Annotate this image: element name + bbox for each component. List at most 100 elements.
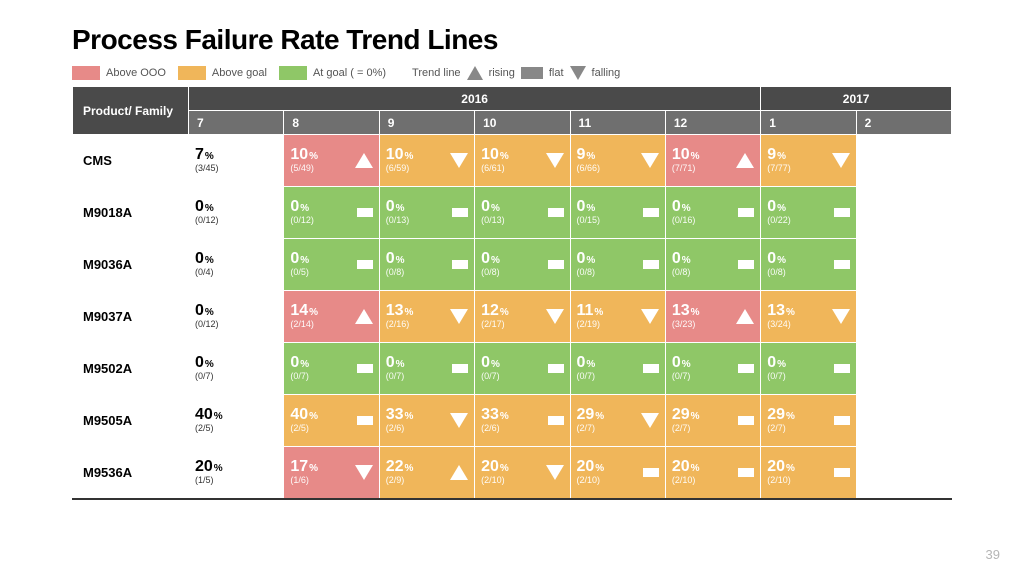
cell-fraction: (2/17) <box>481 320 509 329</box>
cell-fraction: (0/4) <box>195 268 214 277</box>
cell-percent: 0 <box>386 251 395 268</box>
cell-fraction: (0/12) <box>195 216 219 225</box>
percent-sign: % <box>500 152 509 163</box>
trend-down-icon <box>450 413 468 428</box>
product-label: M9037A <box>73 291 189 343</box>
cell-percent: 0 <box>767 355 776 372</box>
table-row: M9018A0%(0/12)0%(0/12)0%(0/13)0%(0/13)0%… <box>73 187 952 239</box>
cell-percent: 0 <box>672 251 681 268</box>
data-cell: 7%(3/45) <box>189 135 284 187</box>
percent-sign: % <box>786 308 795 319</box>
trend-flat-icon <box>357 364 373 373</box>
cell-fraction: (0/5) <box>290 268 309 277</box>
cell-fraction: (0/13) <box>386 216 410 225</box>
data-cell: 0%(0/13) <box>475 187 570 239</box>
cell-fraction: (0/8) <box>481 268 500 277</box>
trend-flat-icon <box>738 208 754 217</box>
data-cell: 29%(2/7) <box>761 395 856 447</box>
cell-fraction: (3/23) <box>672 320 700 329</box>
cell-percent: 0 <box>577 199 586 216</box>
data-cell <box>856 395 951 447</box>
year-header: 2016 <box>189 87 761 111</box>
percent-sign: % <box>309 464 318 475</box>
legend-swatch-above-goal <box>178 66 206 80</box>
cell-fraction: (0/16) <box>672 216 696 225</box>
data-cell: 33%(2/6) <box>475 395 570 447</box>
cell-percent: 0 <box>195 251 204 268</box>
trend-up-icon <box>450 465 468 480</box>
data-cell: 13%(2/16) <box>379 291 474 343</box>
percent-sign: % <box>500 412 509 423</box>
data-cell: 0%(0/7) <box>475 343 570 395</box>
cell-percent: 11 <box>577 303 594 320</box>
trend-flat-icon <box>643 208 659 217</box>
product-family-header: Product/ Family <box>73 87 189 135</box>
trend-flat-icon <box>357 416 373 425</box>
cell-fraction: (2/10) <box>577 476 605 485</box>
page-title: Process Failure Rate Trend Lines <box>72 24 952 56</box>
cell-percent: 29 <box>767 407 785 424</box>
trend-flat-icon <box>738 260 754 269</box>
cell-fraction: (2/7) <box>577 424 605 433</box>
data-cell: 0%(0/13) <box>379 187 474 239</box>
data-cell: 0%(0/16) <box>665 187 760 239</box>
data-cell: 10%(7/71) <box>665 135 760 187</box>
cell-percent: 0 <box>195 199 204 216</box>
cell-fraction: (2/6) <box>386 424 414 433</box>
percent-sign: % <box>205 308 214 319</box>
cell-fraction: (0/7) <box>481 372 500 381</box>
table-row: M9037A0%(0/12)14%(2/14)13%(2/16)12%(2/17… <box>73 291 952 343</box>
trend-down-icon <box>450 153 468 168</box>
cell-fraction: (0/7) <box>767 372 786 381</box>
cell-percent: 33 <box>481 407 499 424</box>
cell-percent: 0 <box>195 355 204 372</box>
data-cell: 40%(2/5) <box>189 395 284 447</box>
month-header: 2 <box>856 111 951 135</box>
cell-percent: 22 <box>386 459 404 476</box>
data-cell: 10%(5/49) <box>284 135 379 187</box>
data-cell: 12%(2/17) <box>475 291 570 343</box>
percent-sign: % <box>491 256 500 267</box>
data-cell: 22%(2/9) <box>379 447 474 499</box>
trend-flat-icon <box>738 364 754 373</box>
cell-fraction: (0/7) <box>577 372 596 381</box>
data-cell: 29%(2/7) <box>570 395 665 447</box>
table-row: M9502A0%(0/7)0%(0/7)0%(0/7)0%(0/7)0%(0/7… <box>73 343 952 395</box>
cell-fraction: (1/5) <box>195 476 223 485</box>
trend-up-icon <box>355 309 373 324</box>
cell-fraction: (2/7) <box>767 424 795 433</box>
cell-fraction: (2/16) <box>386 320 414 329</box>
data-cell <box>856 447 951 499</box>
cell-percent: 0 <box>672 199 681 216</box>
cell-fraction: (5/49) <box>290 164 318 173</box>
percent-sign: % <box>309 412 318 423</box>
percent-sign: % <box>396 360 405 371</box>
percent-sign: % <box>595 412 604 423</box>
cell-fraction: (0/13) <box>481 216 505 225</box>
failure-rate-table: Product/ Family 20162017 78910111212 CMS… <box>72 86 952 500</box>
cell-fraction: (0/8) <box>577 268 596 277</box>
percent-sign: % <box>205 152 214 163</box>
trend-flat-icon <box>452 208 468 217</box>
cell-percent: 40 <box>195 407 213 424</box>
cell-percent: 0 <box>386 199 395 216</box>
percent-sign: % <box>405 308 414 319</box>
cell-percent: 0 <box>290 251 299 268</box>
data-cell: 0%(0/8) <box>570 239 665 291</box>
product-label: M9036A <box>73 239 189 291</box>
cell-percent: 29 <box>577 407 595 424</box>
year-header: 2017 <box>761 87 952 111</box>
percent-sign: % <box>595 464 604 475</box>
percent-sign: % <box>309 308 318 319</box>
trend-flat-icon <box>643 364 659 373</box>
data-cell <box>856 135 951 187</box>
trend-down-icon <box>832 153 850 168</box>
percent-sign: % <box>777 360 786 371</box>
cell-percent: 29 <box>672 407 690 424</box>
data-cell: 0%(0/4) <box>189 239 284 291</box>
trend-up-icon <box>736 153 754 168</box>
cell-fraction: (0/7) <box>672 372 691 381</box>
table-body: CMS7%(3/45)10%(5/49)10%(6/59)10%(6/61)9%… <box>73 135 952 499</box>
cell-percent: 0 <box>767 251 776 268</box>
data-cell: 33%(2/6) <box>379 395 474 447</box>
